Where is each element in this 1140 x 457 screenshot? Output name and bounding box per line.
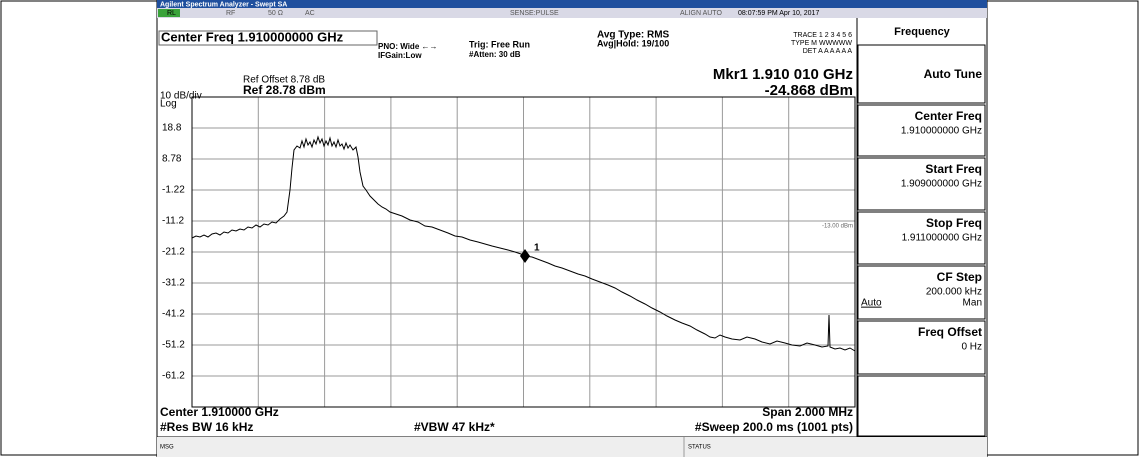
trig: Trig: Free Run xyxy=(469,39,530,49)
softkey-box xyxy=(857,211,986,265)
softkey-box xyxy=(857,44,986,104)
graticule xyxy=(192,97,855,407)
softkey-value: 0 Hz xyxy=(961,342,982,353)
softkey-box xyxy=(857,104,986,157)
y-label: -61.2 xyxy=(162,371,185,382)
y-label: -51.2 xyxy=(162,340,185,351)
menu-title: Frequency xyxy=(894,26,951,38)
marker-number: 1 xyxy=(534,243,540,254)
marker-level: -24.868 dBm xyxy=(765,82,853,99)
softkey[interactable]: Freq Offset 0 Hz xyxy=(857,320,986,375)
center: Center 1.910000 GHz xyxy=(160,405,279,419)
y-label: 8.78 xyxy=(162,154,182,165)
type-row: TYPE M WWWWW xyxy=(791,40,852,47)
softkey-label: Center Freq xyxy=(915,109,982,123)
softkey[interactable]: Start Freq 1.909000000 GHz xyxy=(857,157,986,211)
title-bar xyxy=(157,0,987,8)
softkey-label: Auto Tune xyxy=(924,67,983,81)
softkey-label: Freq Offset xyxy=(918,325,982,339)
trace xyxy=(191,135,856,352)
avg-hold: Avg|Hold: 19/100 xyxy=(597,38,669,48)
vbw: #VBW 47 kHz* xyxy=(414,420,495,434)
softkey-value: 1.911000000 GHz xyxy=(902,233,982,244)
y-label: -41.2 xyxy=(162,309,185,320)
softkey[interactable]: CF Step 200.000 kHz Auto Man xyxy=(857,265,986,320)
align: ALIGN AUTO xyxy=(680,10,722,17)
title: Agilent Spectrum Analyzer - Swept SA xyxy=(160,1,287,8)
y-label: 18.8 xyxy=(162,123,182,134)
marker-diamond xyxy=(520,249,530,263)
softkey-empty xyxy=(857,375,986,437)
y-label: -1.22 xyxy=(162,185,185,196)
rbw: #Res BW 16 kHz xyxy=(160,420,253,434)
status: STATUS xyxy=(688,445,711,451)
marker-freq: Mkr1 1.910 010 GHz xyxy=(713,66,853,83)
y-label: -21.2 xyxy=(162,247,185,258)
softkey-value: 1.909000000 GHz xyxy=(901,179,982,190)
ifgain: IFGain:Low xyxy=(378,51,422,60)
softkey-box xyxy=(857,157,986,211)
sweep: #Sweep 200.0 ms (1001 pts) xyxy=(695,420,853,434)
softkey-right: Man xyxy=(963,298,982,309)
softkeys: Auto Tune Center Freq 1.910000000 GHz Start… xyxy=(857,44,986,437)
center-freq: Center Freq 1.910000000 GHz xyxy=(161,29,344,44)
softkey-value: 200.000 kHz xyxy=(926,287,982,298)
rl: RL xyxy=(167,10,176,17)
msg: MSG xyxy=(160,445,174,451)
softkey[interactable]: Center Freq 1.910000000 GHz xyxy=(857,104,986,157)
rf: RF xyxy=(226,10,235,17)
softkey-label: Stop Freq xyxy=(926,216,982,230)
status-bar xyxy=(157,8,987,18)
pno: PNO: Wide ←→ xyxy=(378,42,437,51)
sense: SENSE:PULSE xyxy=(510,10,559,17)
softkey-value: 1.910000000 GHz xyxy=(901,126,982,137)
det-row: DET A A A A A A xyxy=(803,48,853,55)
analyzer xyxy=(156,0,988,457)
avg-type: Avg Type: RMS xyxy=(597,30,670,41)
softkey[interactable]: Stop Freq 1.911000000 GHz xyxy=(857,211,986,265)
softkey-left: Auto xyxy=(861,298,882,309)
impedance: 50 Ω xyxy=(268,10,283,17)
scale: 10 dB/div xyxy=(160,91,202,102)
log: Log xyxy=(160,99,177,110)
datetime: 08:07:59 PM Apr 10, 2017 xyxy=(738,10,819,17)
softkey-box xyxy=(857,320,986,375)
span: Span 2.000 MHz xyxy=(762,405,853,419)
y-label: -31.2 xyxy=(162,278,185,289)
softkey-label: Start Freq xyxy=(925,162,982,176)
softkey-label: CF Step xyxy=(937,270,982,284)
softkey[interactable]: Auto Tune xyxy=(857,44,986,104)
center-box xyxy=(158,30,378,46)
plot-border xyxy=(191,96,856,408)
softkey-box xyxy=(857,265,986,320)
ref-offset: Ref Offset 8.78 dB xyxy=(243,75,325,86)
rl-box xyxy=(158,9,180,17)
trace-row: TRACE 1 2 3 4 5 6 xyxy=(793,32,852,39)
y-label: -11.2 xyxy=(162,216,184,227)
atten: #Atten: 30 dB xyxy=(469,50,521,59)
ref: Ref 28.78 dBm xyxy=(243,83,326,97)
display-line-label: -13.00 dBm xyxy=(822,224,853,230)
coupling: AC xyxy=(305,10,315,17)
msg-bar xyxy=(157,437,987,457)
